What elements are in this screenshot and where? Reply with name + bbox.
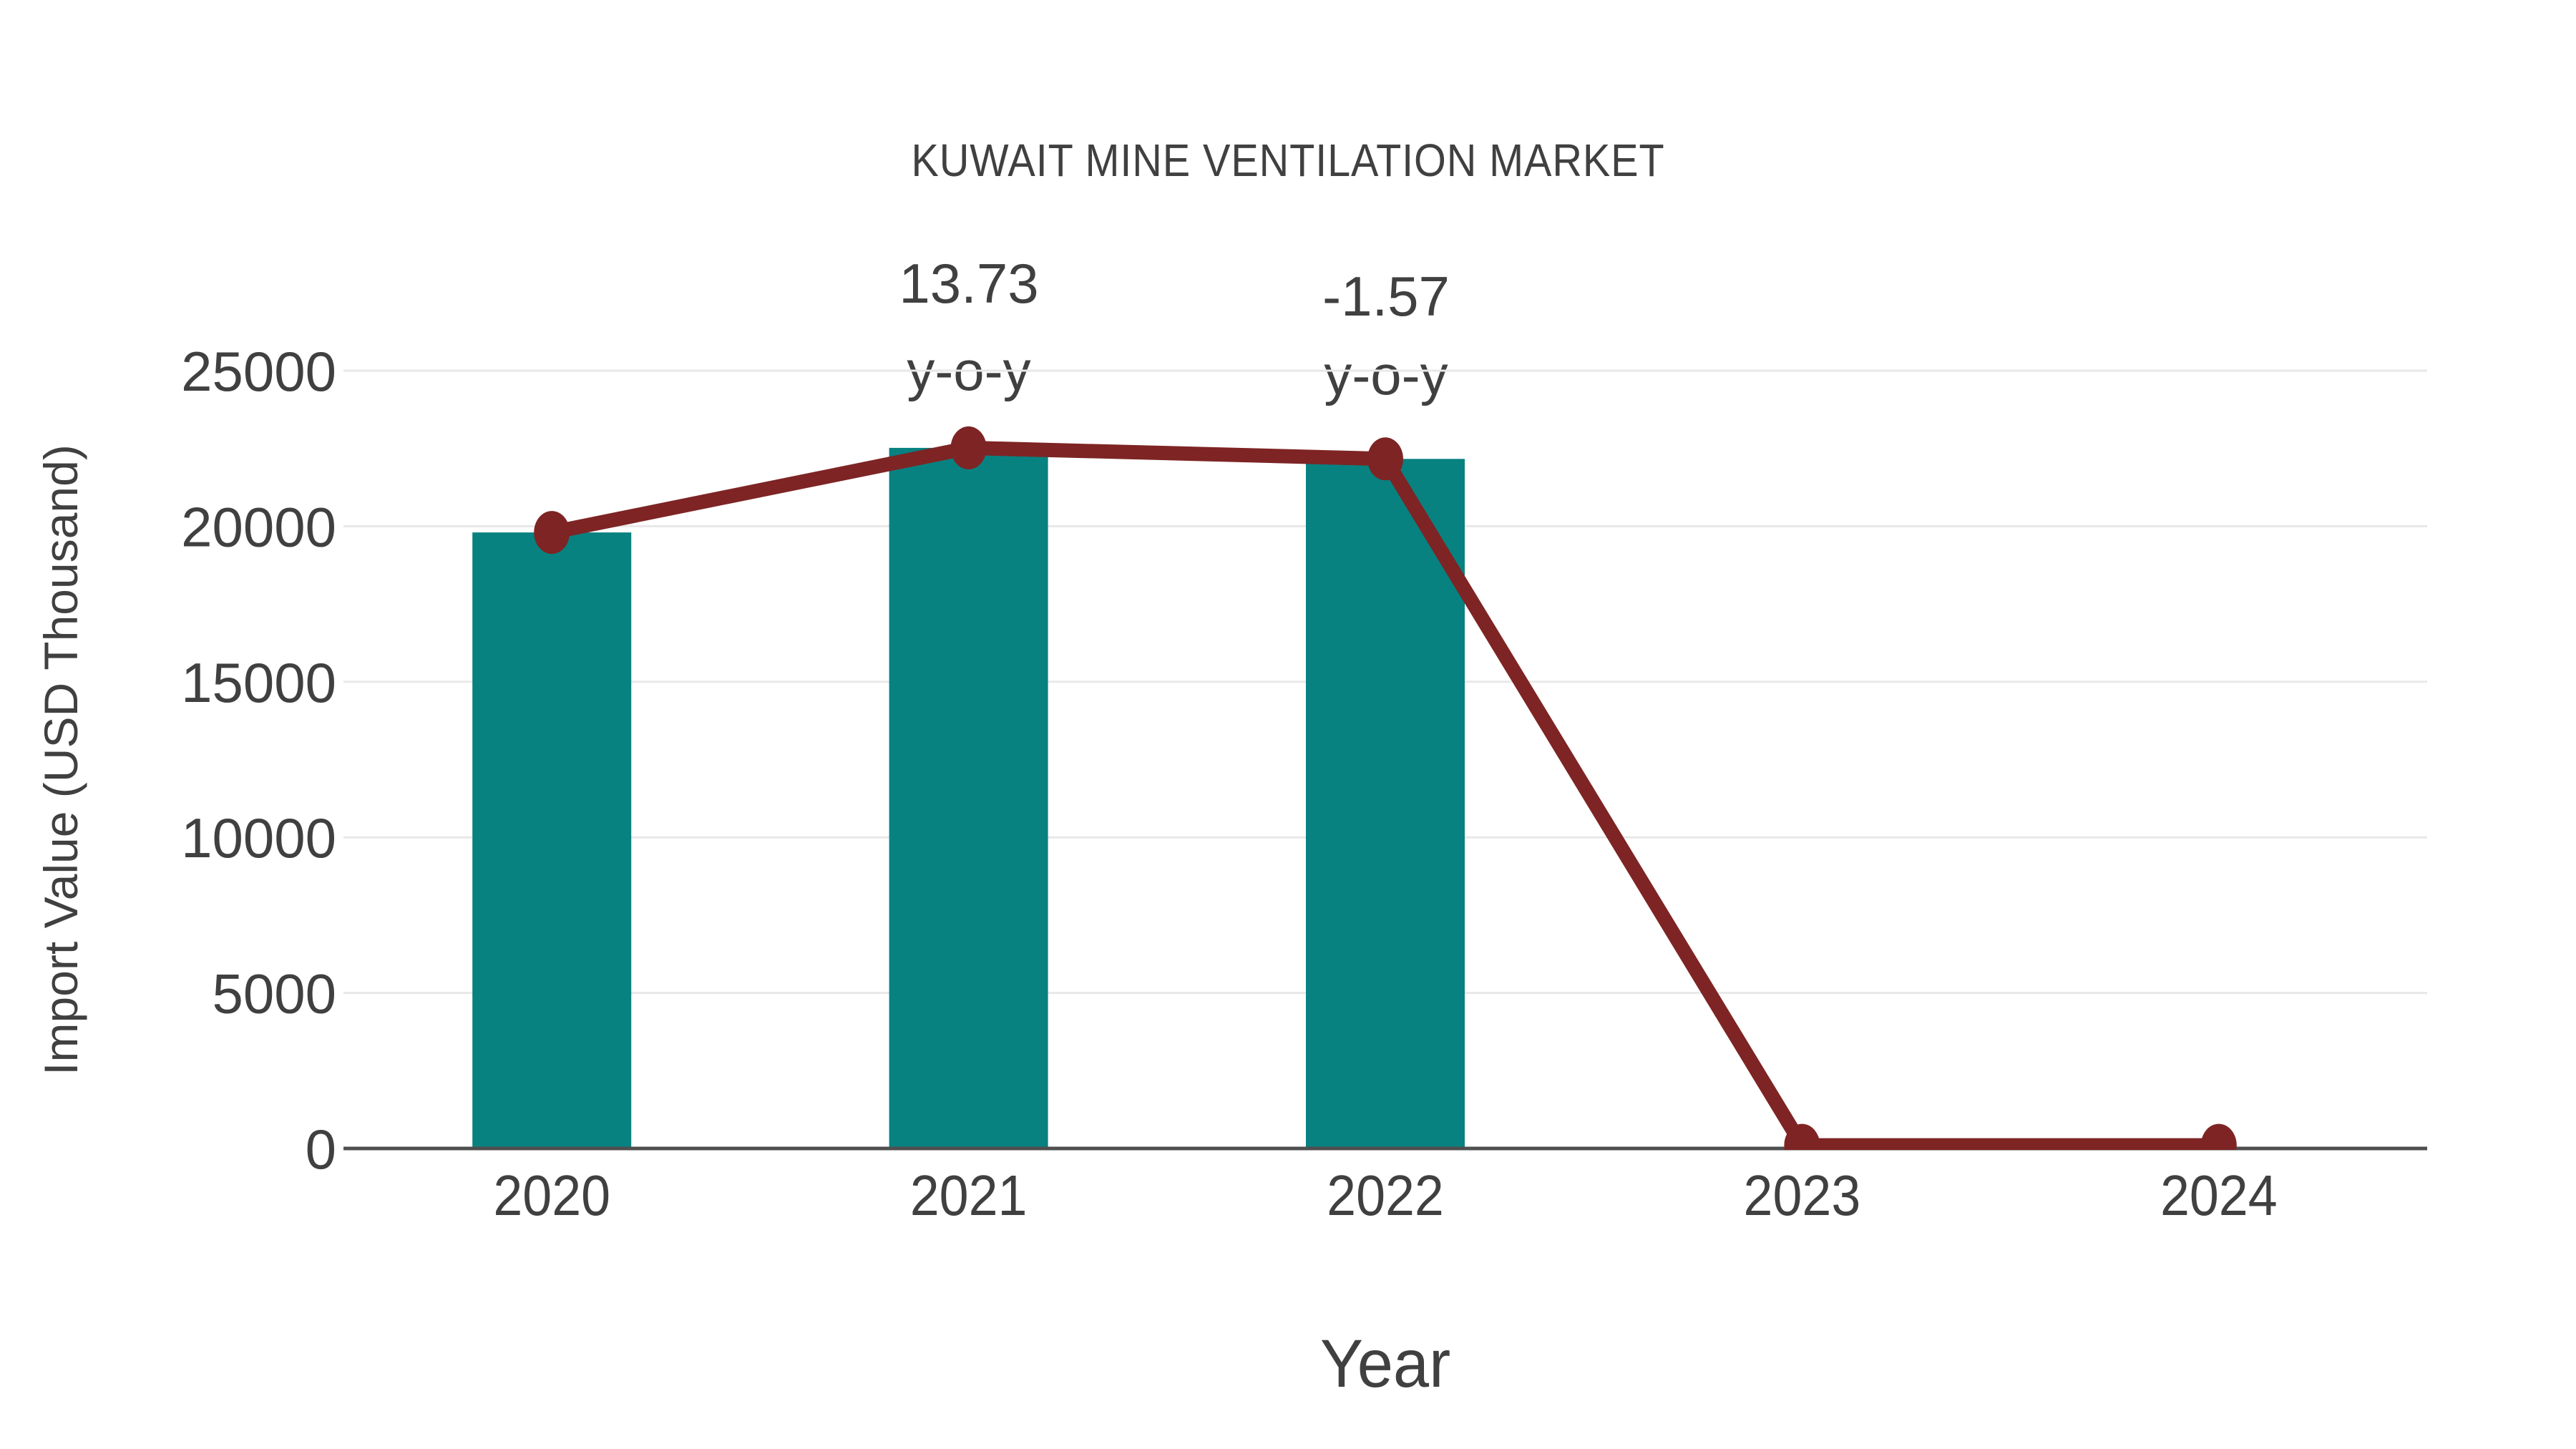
marker-2021 [950,426,987,469]
bar-2021 [889,447,1048,1148]
y-tick-label-0: 0 [306,1118,336,1181]
marker-2020 [534,511,570,555]
x-tick-labels-layer: 2020 2021 2022 2023 2024 [493,1163,2277,1228]
annotation-2022: -1.57 y-o-y [1322,265,1450,406]
y-tick-label-20000: 20000 [181,495,336,558]
x-tick-label-2020: 2020 [493,1163,610,1228]
bar-2022 [1306,459,1465,1148]
markers-layer [534,426,2237,1150]
x-tick-label-2023: 2023 [1744,1163,1861,1228]
annotation-2021: 13.73 y-o-y [899,252,1038,402]
y-tick-label-5000: 5000 [212,962,336,1025]
annotation-2021-value: 13.73 [899,252,1038,315]
y-tick-label-25000: 25000 [181,340,336,403]
x-axis-title: Year [1320,1325,1450,1402]
x-tick-label-2024: 2024 [2160,1163,2278,1228]
annotation-2022-unit: y-o-y [1324,343,1448,406]
marker-2022 [1367,437,1403,481]
y-axis-title: Import Value (USD Thousand) [34,444,87,1075]
x-tick-label-2021: 2021 [910,1163,1028,1228]
bars-layer [472,447,1465,1148]
marker-2024 [2200,1123,2237,1150]
chart-title: KUWAIT MINE VENTILATION MARKET [911,135,1664,185]
y-tick-labels-layer: 0 5000 10000 15000 20000 25000 [181,340,336,1181]
marker-2023 [1784,1123,1820,1150]
y-tick-label-15000: 15000 [181,651,336,714]
annotation-2022-value: -1.57 [1322,265,1450,328]
x-tick-label-2022: 2022 [1327,1163,1444,1228]
bar-2020 [472,532,632,1148]
y-tick-label-10000: 10000 [181,806,336,869]
